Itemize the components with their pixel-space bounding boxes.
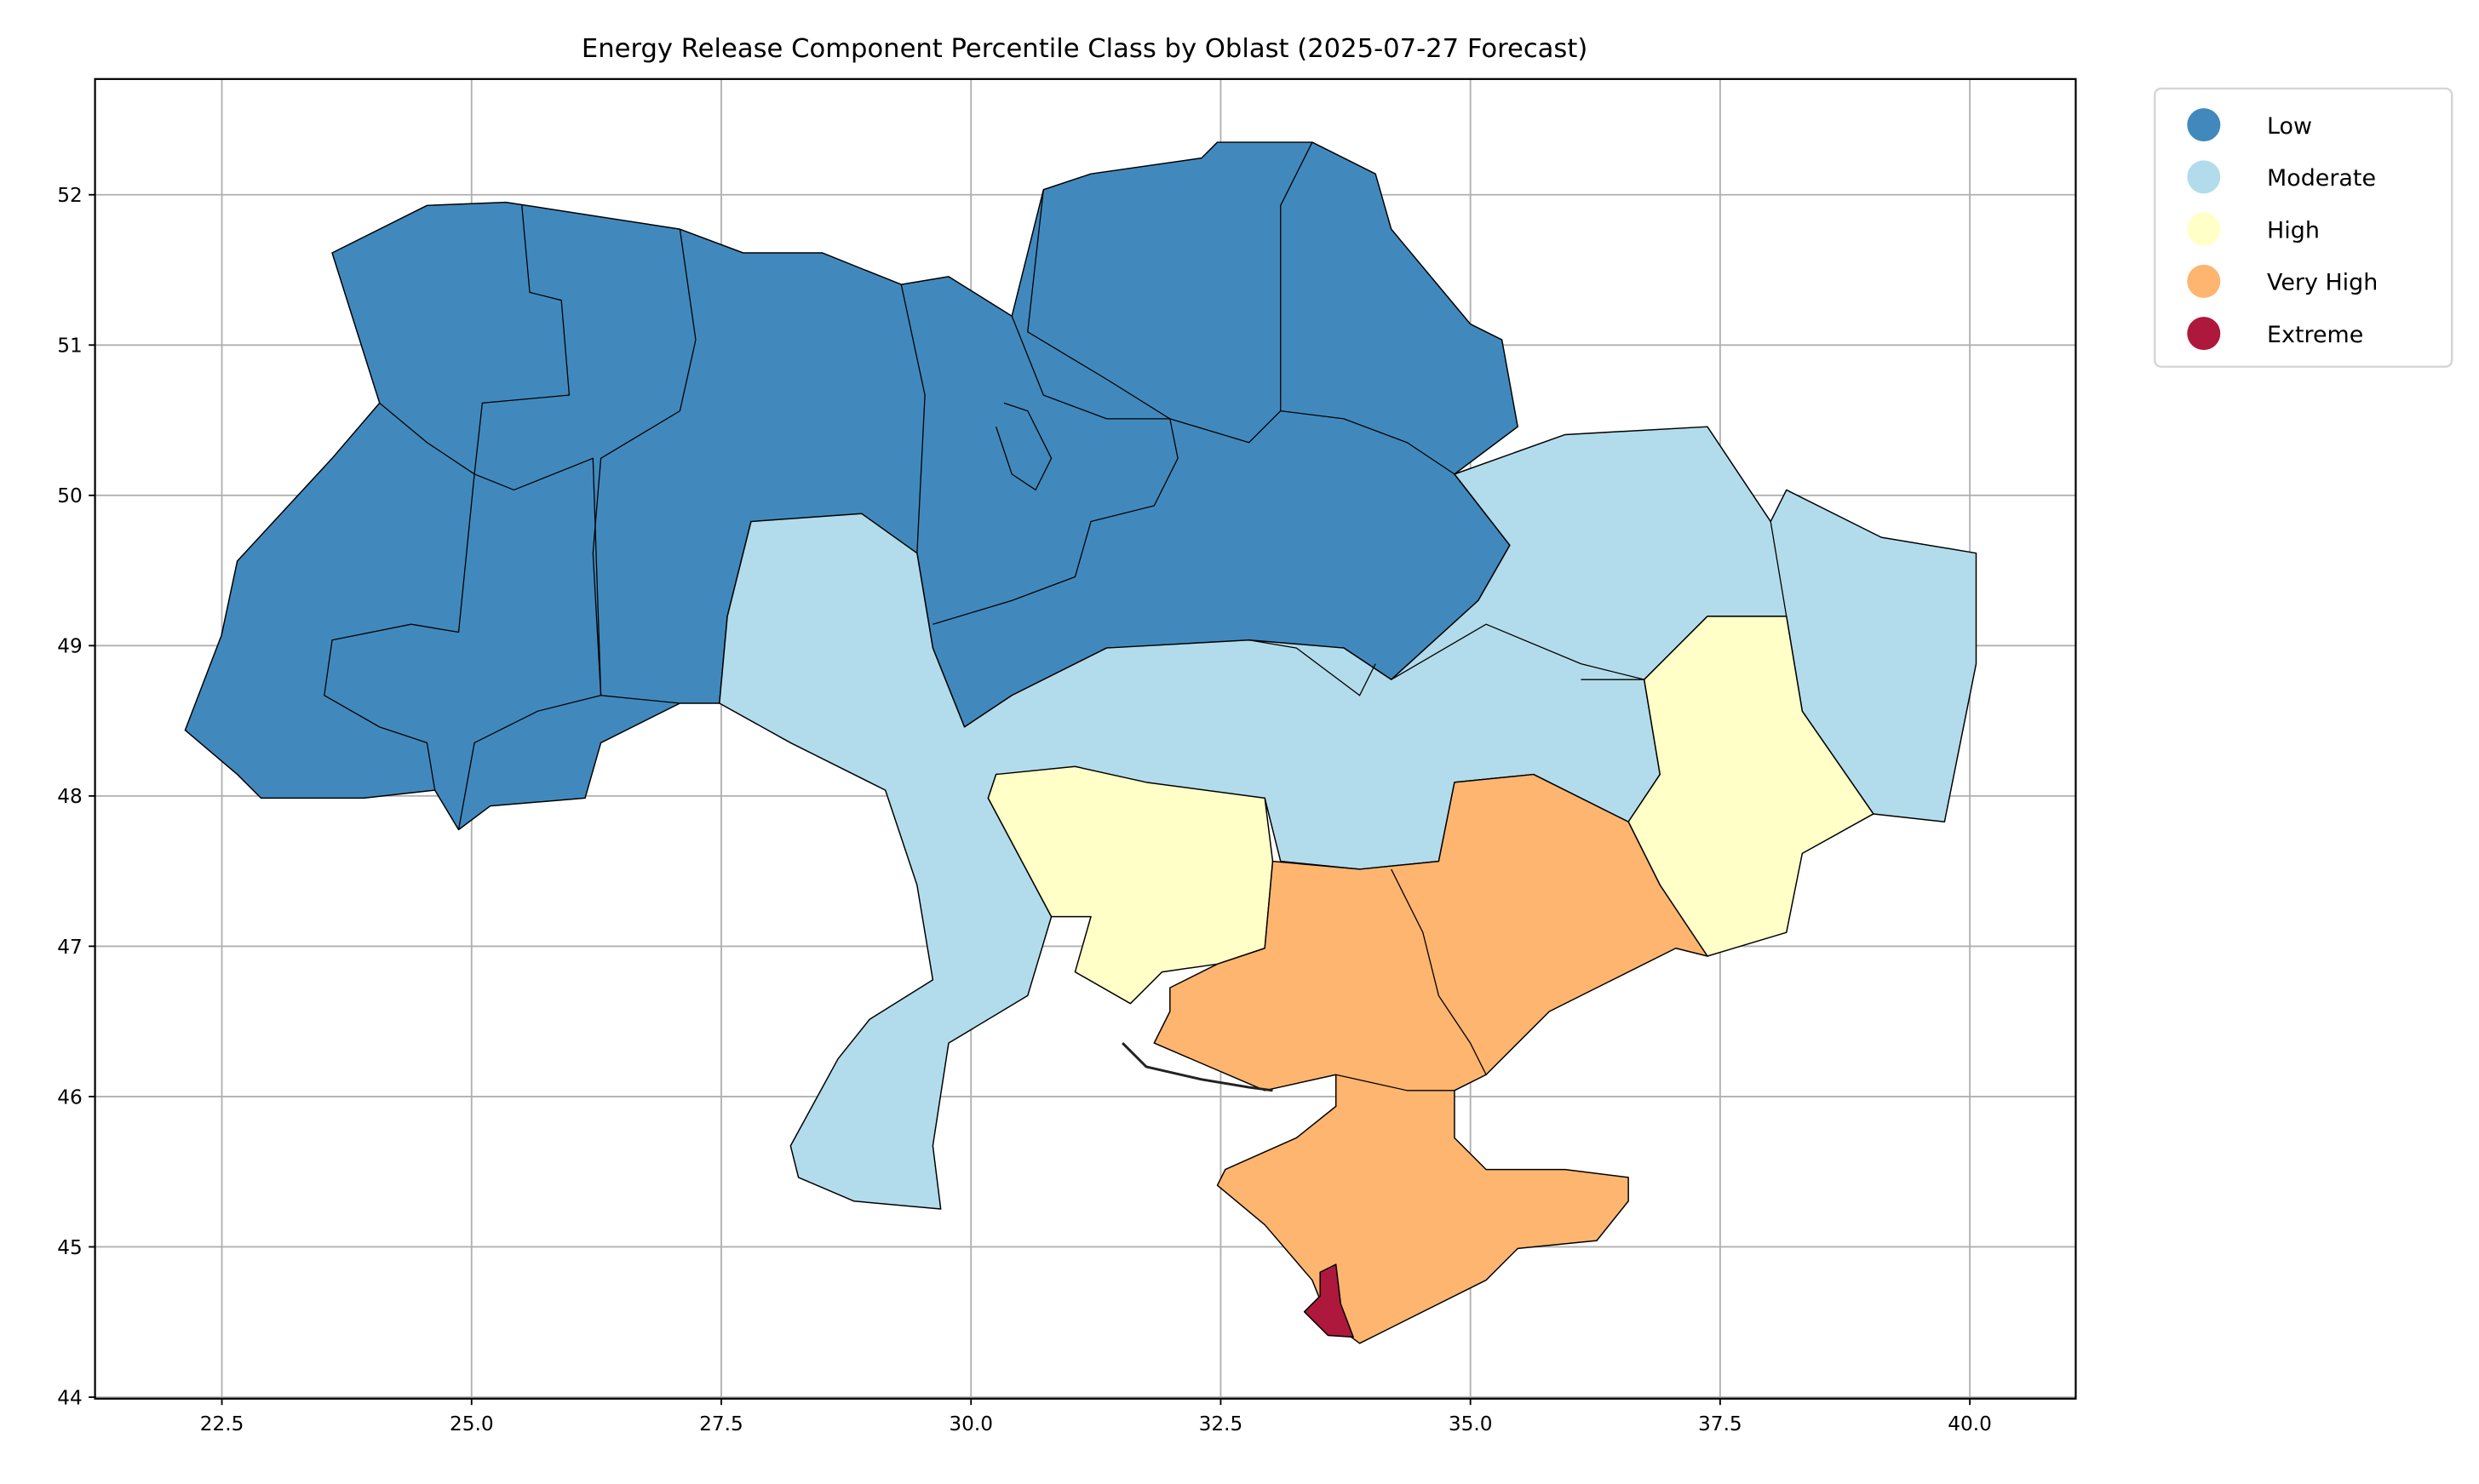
regions — [184, 141, 1977, 1344]
legend-label: Very High — [2267, 270, 2378, 296]
legend-box — [2154, 87, 2453, 368]
y-tick-label: 45 — [57, 1236, 83, 1259]
legend-label: High — [2267, 217, 2320, 244]
legend-marker — [2187, 212, 2221, 246]
oblast-border — [932, 316, 1179, 625]
x-tick-label: 22.5 — [200, 1412, 244, 1435]
region-extreme — [1303, 1263, 1354, 1338]
oblast-border — [1391, 868, 1487, 1075]
oblast-border — [1248, 639, 1376, 696]
legend-label: Extreme — [2267, 322, 2363, 348]
oblast-border — [1391, 623, 1644, 680]
chart-title: Energy Release Component Percentile Clas… — [582, 34, 1587, 64]
oblast-border — [324, 402, 475, 791]
axis-ticks: 22.5 25.0 27.5 30.0 32.5 35.0 37.5 40.0 44 45 46 47… — [57, 184, 1992, 1435]
y-tick-label: 46 — [57, 1086, 83, 1109]
region-high — [987, 765, 1274, 1005]
coastal-spit — [1122, 1042, 1273, 1092]
y-tick-label: 51 — [57, 335, 83, 358]
legend-marker — [2187, 264, 2221, 298]
oblast-border — [900, 284, 926, 553]
x-tick-label: 37.5 — [1698, 1412, 1742, 1435]
oblast-border — [1770, 521, 1788, 617]
oblast-border — [1280, 410, 1455, 475]
oblast-border — [996, 402, 1053, 491]
legend-label: Low — [2267, 113, 2312, 140]
oblast-border — [1027, 141, 1313, 444]
x-tick-label: 30.0 — [949, 1412, 993, 1435]
y-tick-label: 48 — [57, 785, 83, 808]
axes-frame — [94, 77, 2077, 1400]
x-tick-label: 27.5 — [699, 1412, 743, 1435]
legend: Low Moderate High Very High Extreme — [2154, 87, 2453, 368]
legend-label: Moderate — [2267, 165, 2376, 192]
legend-marker — [2187, 160, 2221, 194]
oblast-border — [457, 457, 602, 830]
x-tick-label: 32.5 — [1199, 1412, 1243, 1435]
legend-marker — [2187, 108, 2221, 142]
region-very-high — [1153, 773, 1708, 1344]
oblast-border — [1335, 1074, 1455, 1092]
y-tick-label: 49 — [57, 635, 83, 658]
x-tick-label: 25.0 — [450, 1412, 494, 1435]
y-tick-label: 44 — [57, 1386, 83, 1409]
oblast-borders — [324, 141, 1788, 1092]
x-tick-label: 35.0 — [1449, 1412, 1493, 1435]
y-tick-label: 50 — [57, 484, 83, 507]
y-tick-label: 52 — [57, 184, 83, 207]
y-tick-label: 47 — [57, 936, 83, 959]
region-high — [1627, 616, 1874, 957]
legend-marker — [2187, 317, 2221, 351]
x-tick-label: 40.0 — [1948, 1412, 1992, 1435]
